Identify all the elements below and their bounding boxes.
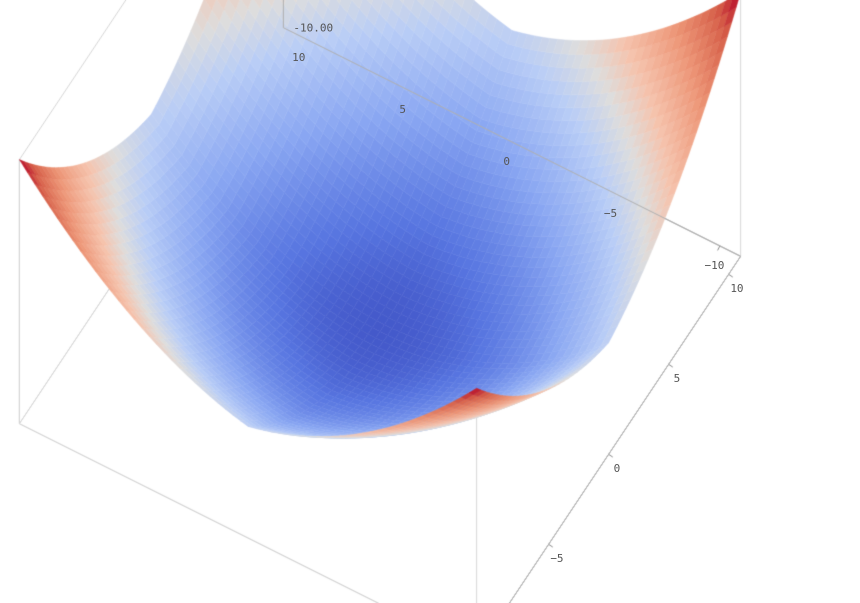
surface-plot-3d: −10−50510−10−50510-10.0067.50145.00222.5… xyxy=(0,0,860,603)
surface-canvas xyxy=(0,0,860,603)
